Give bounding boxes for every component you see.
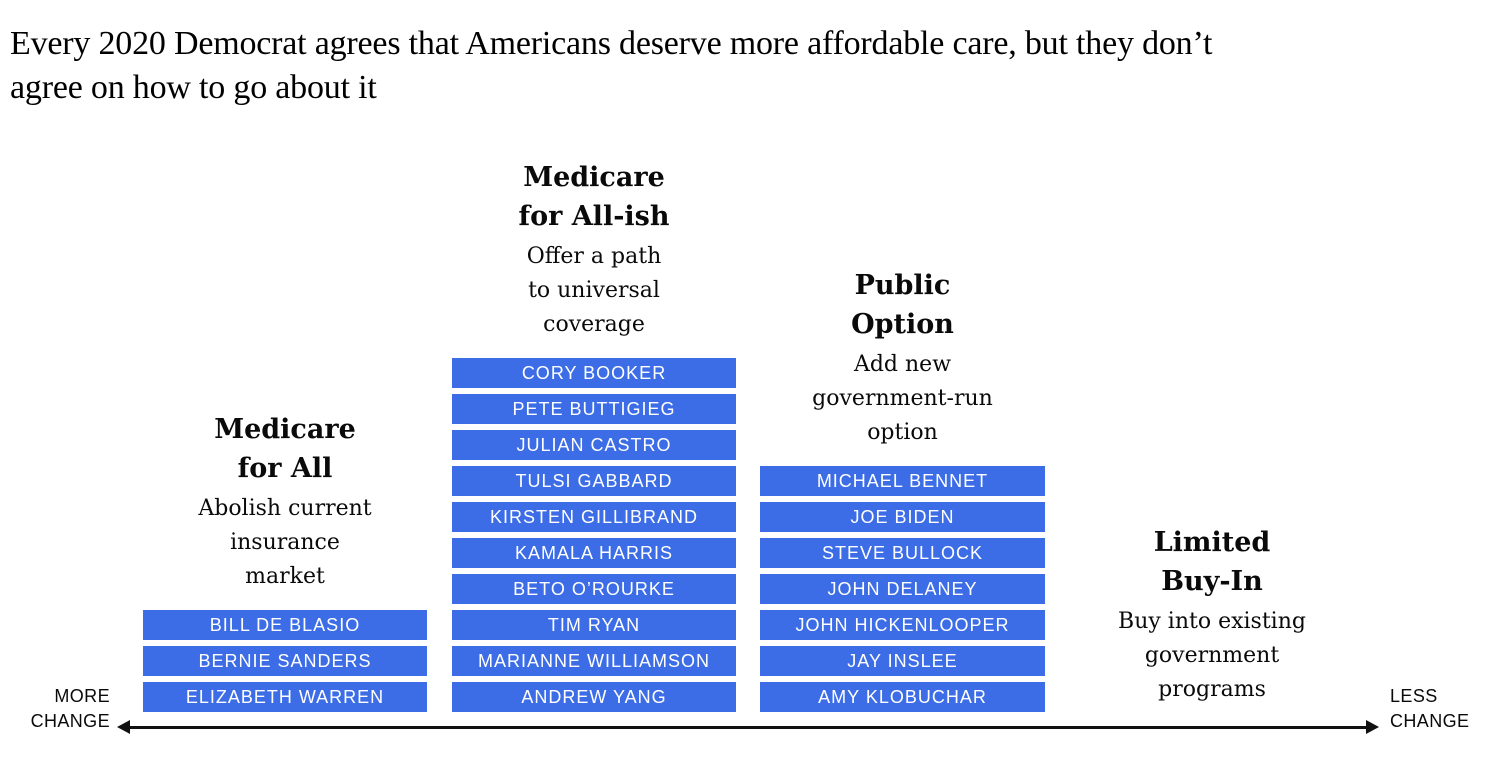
candidate-bar: BETO O’ROURKE [452,574,736,604]
candidate-bar: TULSI GABBARD [452,466,736,496]
axis-label-line: CHANGE [1390,711,1470,731]
candidate-bar: JULIAN CASTRO [452,430,736,460]
column-title-line: Buy-In [1161,566,1263,597]
column-title-line: for All-ish [518,201,670,232]
column-header: Medicare for All Abolish current insuran… [143,410,427,594]
column-description: Abolish current insurance market [143,492,427,594]
column-medicare-for-all-ish: Medicare for All-ish Offer a path to uni… [452,158,736,712]
column-limited-buy-in: Limited Buy-In Buy into existing governm… [1069,523,1355,712]
candidate-bar: JOE BIDEN [760,502,1045,532]
column-title-line: Public [854,270,951,301]
candidate-bar: PETE BUTTIGIEG [452,394,736,424]
column-title-line: Option [851,309,954,340]
column-public-option: Public Option Add new government-run opt… [760,266,1045,712]
candidate-bar: MARIANNE WILLIAMSON [452,646,736,676]
candidate-bar: JOHN HICKENLOOPER [760,610,1045,640]
column-description: Offer a path to universal coverage [452,240,736,342]
column-description: Buy into existing government programs [1069,605,1355,707]
column-description-line: insurance [230,530,340,555]
candidate-bar: ELIZABETH WARREN [143,682,427,712]
column-title: Limited Buy-In [1069,523,1355,601]
candidate-bar: JAY INSLEE [760,646,1045,676]
candidate-bar: STEVE BULLOCK [760,538,1045,568]
candidate-bars: CORY BOOKER PETE BUTTIGIEG JULIAN CASTRO TU… [452,358,736,712]
column-description-line: market [245,564,325,589]
column-title-line: Medicare [214,414,356,445]
arrowhead-right-icon [1366,720,1379,734]
candidate-bar: KIRSTEN GILLIBRAND [452,502,736,532]
column-description-line: coverage [543,312,645,337]
candidate-bars: BILL DE BLASIO BERNIE SANDERS ELIZABETH WA… [143,610,427,712]
column-description-line: programs [1158,677,1266,702]
candidate-bars: MICHAEL BENNET JOE BIDEN STEVE BULLOCK JOHN… [760,466,1045,712]
axis-arrow-line [128,726,1368,729]
candidate-bar: KAMALA HARRIS [452,538,736,568]
candidate-bar: BERNIE SANDERS [143,646,427,676]
arrowhead-left-icon [117,720,130,734]
column-header: Limited Buy-In Buy into existing governm… [1069,523,1355,707]
candidate-bar: MICHAEL BENNET [760,466,1045,496]
column-title-line: for All [237,453,333,484]
column-description-line: to universal [528,278,660,303]
column-title: Public Option [760,266,1045,344]
chart-title-line-2: agree on how to go about it [10,69,377,106]
column-title-line: Medicare [523,162,665,193]
column-description: Add new government-run option [760,348,1045,450]
candidate-bar: TIM RYAN [452,610,736,640]
column-description-line: government [1144,643,1280,668]
column-description-line: government-run [812,386,993,411]
column-description-line: Buy into existing [1118,609,1306,634]
candidate-bar: AMY KLOBUCHAR [760,682,1045,712]
candidate-bar: JOHN DELANEY [760,574,1045,604]
candidate-bar: CORY BOOKER [452,358,736,388]
column-description-line: Abolish current [198,496,372,521]
column-description-line: option [867,420,938,445]
axis-label-line: MORE [54,686,110,706]
column-header: Medicare for All-ish Offer a path to uni… [452,158,736,342]
axis-label-more-change: MORE CHANGE [10,684,110,734]
column-medicare-for-all: Medicare for All Abolish current insuran… [143,410,427,712]
chart-title-line-1: Every 2020 Democrat agrees that American… [10,25,1213,62]
column-header: Public Option Add new government-run opt… [760,266,1045,450]
column-description-line: Add new [853,352,952,377]
axis-label-line: LESS [1390,686,1438,706]
column-title: Medicare for All [143,410,427,488]
column-description-line: Offer a path [526,244,662,269]
axis-label-less-change: LESS CHANGE [1390,684,1500,734]
candidate-bar: BILL DE BLASIO [143,610,427,640]
candidate-bar: ANDREW YANG [452,682,736,712]
axis-label-line: CHANGE [30,711,110,731]
column-title: Medicare for All-ish [452,158,736,236]
chart-title: Every 2020 Democrat agrees that American… [10,22,1498,110]
column-title-line: Limited [1153,527,1271,558]
